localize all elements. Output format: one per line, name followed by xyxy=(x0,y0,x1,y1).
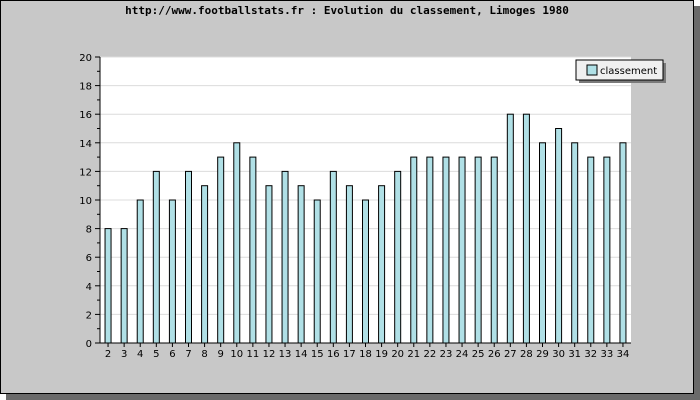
bar-10 xyxy=(233,142,241,344)
x-tick-label: 26 xyxy=(488,349,501,360)
x-tick-label: 15 xyxy=(311,349,324,360)
bar-27 xyxy=(506,113,514,344)
x-tick-label: 10 xyxy=(230,349,243,360)
x-tick-label: 2 xyxy=(105,349,111,360)
legend-swatch xyxy=(586,64,598,76)
bar-25 xyxy=(474,156,482,344)
x-tick-label: 24 xyxy=(456,349,469,360)
y-tick-label: 16 xyxy=(79,110,92,121)
x-tick-label: 33 xyxy=(600,349,613,360)
x-tick-label: 3 xyxy=(121,349,127,360)
bar-12 xyxy=(265,185,273,344)
x-tick-label: 23 xyxy=(440,349,453,360)
bar-26 xyxy=(490,156,498,344)
bar-7 xyxy=(185,170,192,344)
bar-13 xyxy=(281,170,289,344)
bar-19 xyxy=(378,185,386,344)
bar-23 xyxy=(442,156,450,344)
bar-28 xyxy=(522,113,530,344)
y-tick-label: 4 xyxy=(86,282,92,293)
x-tick-label: 22 xyxy=(423,349,436,360)
x-tick-label: 27 xyxy=(504,349,517,360)
x-tick-label: 7 xyxy=(185,349,191,360)
bar-8 xyxy=(201,185,209,344)
chart-title: http://www.footballstats.fr : Evolution … xyxy=(125,4,569,17)
y-tick-label: 18 xyxy=(79,82,92,93)
bar-16 xyxy=(329,170,337,344)
bar-9 xyxy=(217,156,225,344)
bar-17 xyxy=(345,185,353,344)
y-tick-label: 0 xyxy=(86,339,92,350)
bar-6 xyxy=(168,199,176,344)
bar-30 xyxy=(555,128,563,344)
bar-33 xyxy=(603,156,611,344)
y-tick-label: 8 xyxy=(86,225,92,236)
x-tick-label: 14 xyxy=(295,349,308,360)
x-tick-label: 8 xyxy=(201,349,207,360)
x-tick-label: 16 xyxy=(327,349,340,360)
legend-label: classement xyxy=(600,66,657,77)
x-tick-label: 11 xyxy=(246,349,259,360)
y-axis-ticks: 0 2 4 6 8 10 12 14 16 18 20 xyxy=(79,53,100,350)
x-tick-label: 21 xyxy=(407,349,420,360)
frame-shadow-right xyxy=(694,6,700,400)
y-tick-label: 2 xyxy=(86,310,92,321)
bar-4 xyxy=(136,199,144,344)
x-tick-label: 25 xyxy=(472,349,485,360)
y-tick-label: 14 xyxy=(79,139,92,150)
x-tick-label: 29 xyxy=(536,349,549,360)
bar-18 xyxy=(362,199,369,344)
x-tick-label: 17 xyxy=(343,349,356,360)
bar-15 xyxy=(313,199,321,344)
y-tick-label: 6 xyxy=(86,253,92,264)
bar-11 xyxy=(249,156,257,344)
bar-29 xyxy=(539,142,546,344)
bar-21 xyxy=(410,156,418,344)
bar-31 xyxy=(571,142,579,344)
bar-2 xyxy=(104,228,112,344)
x-tick-label: 18 xyxy=(359,349,372,360)
x-tick-label: 30 xyxy=(552,349,565,360)
x-tick-label: 12 xyxy=(263,349,276,360)
bar-5 xyxy=(152,170,160,344)
legend: classement xyxy=(575,59,666,83)
y-tick-label: 20 xyxy=(79,53,92,64)
legend-box xyxy=(575,59,664,81)
x-tick-label: 28 xyxy=(520,349,533,360)
x-tick-label: 9 xyxy=(217,349,223,360)
x-tick-label: 32 xyxy=(584,349,597,360)
x-tick-label: 13 xyxy=(279,349,292,360)
frame-shadow-bottom xyxy=(6,394,700,400)
bar-20 xyxy=(394,170,402,344)
bar-32 xyxy=(587,156,595,344)
x-tick-label: 4 xyxy=(137,349,143,360)
bar-14 xyxy=(297,185,305,344)
x-tick-label: 6 xyxy=(169,349,175,360)
bar-34 xyxy=(619,142,627,344)
x-tick-label: 20 xyxy=(391,349,404,360)
y-tick-label: 12 xyxy=(79,167,92,178)
x-tick-label: 34 xyxy=(617,349,630,360)
bar-3 xyxy=(120,228,128,344)
bar-22 xyxy=(426,156,434,344)
bar-24 xyxy=(458,156,466,344)
x-tick-label: 19 xyxy=(375,349,388,360)
x-axis-ticks: 2 3 4 5 6 7 8 9 10 11 12 13 14 15 16 17 18 19 20 21 22 23 24 25… xyxy=(105,343,629,360)
x-tick-label: 5 xyxy=(153,349,159,360)
x-tick-label: 31 xyxy=(568,349,581,360)
y-tick-label: 10 xyxy=(79,196,92,207)
